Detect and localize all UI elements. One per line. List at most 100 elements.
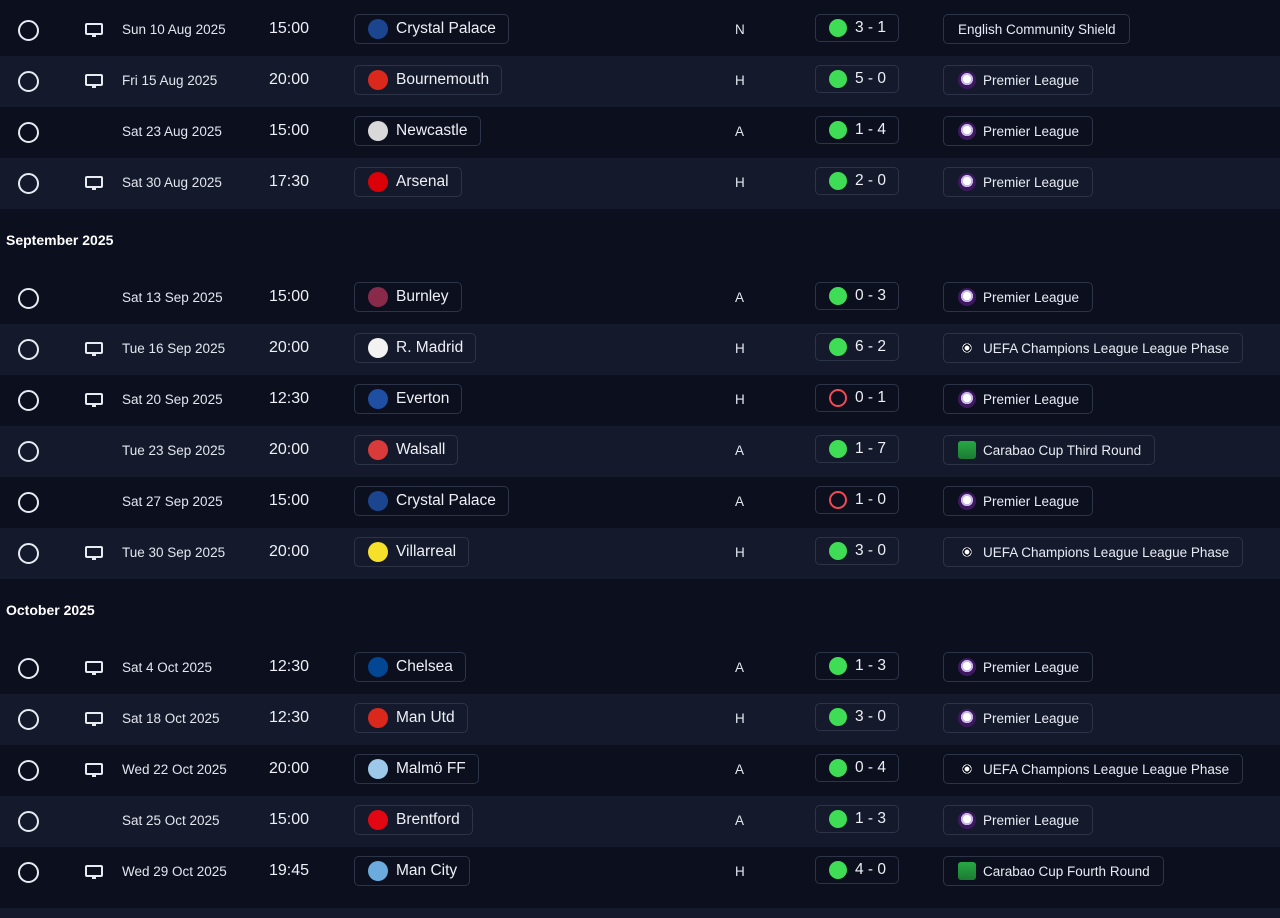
result-button[interactable]: 0 - 4 [815, 754, 899, 782]
win-indicator-icon [829, 440, 847, 458]
competition-button[interactable]: Premier League [943, 805, 1094, 835]
opponent-button[interactable]: Villarreal [354, 537, 470, 567]
result-button[interactable]: 3 - 1 [815, 14, 899, 42]
walsall-crest-icon [368, 440, 388, 460]
select-checkbox[interactable] [18, 658, 39, 679]
result-button[interactable]: 4 - 0 [815, 856, 899, 884]
select-checkbox[interactable] [18, 862, 39, 883]
opponent-name: Everton [396, 390, 450, 407]
score: 3 - 0 [855, 708, 887, 725]
man-city-crest-icon [368, 861, 388, 881]
competition-button[interactable]: Premier League [943, 116, 1094, 146]
result-button[interactable]: 0 - 3 [815, 282, 899, 310]
competition-button[interactable]: Premier League [943, 486, 1094, 516]
opponent-name: Arsenal [396, 173, 449, 190]
select-checkbox[interactable] [18, 492, 39, 513]
champions-league-icon [958, 543, 976, 561]
opponent-button[interactable]: R. Madrid [354, 333, 477, 363]
select-checkbox[interactable] [18, 339, 39, 360]
result-button[interactable]: 1 - 3 [815, 652, 899, 680]
competition-button[interactable]: Premier League [943, 652, 1094, 682]
kickoff-time: 20:00 [269, 71, 310, 88]
result-button[interactable]: 5 - 0 [815, 65, 899, 93]
competition-button[interactable]: UEFA Champions League League Phase [943, 333, 1244, 363]
result-button[interactable]: 1 - 4 [815, 116, 899, 144]
select-checkbox[interactable] [18, 760, 39, 781]
opponent-button[interactable]: Man City [354, 856, 471, 886]
select-checkbox[interactable] [18, 811, 39, 832]
venue: A [735, 494, 745, 509]
month-section-header: October 2025 [0, 579, 1280, 643]
competition-button[interactable]: Carabao Cup Fourth Round [943, 856, 1164, 886]
competition-button[interactable]: Premier League [943, 65, 1094, 95]
fixture-row[interactable]: Tue 23 Sep 2025 20:00 Walsall A 1 - 7 Carabao… [0, 426, 1280, 477]
score: 4 - 0 [855, 861, 887, 878]
opponent-button[interactable]: Malmö FF [354, 754, 479, 784]
competition-button[interactable]: Premier League [943, 282, 1094, 312]
fixture-row[interactable]: Fri 15 Aug 2025 20:00 Bournemouth H 5 - 0 Pre… [0, 56, 1280, 107]
result-button[interactable]: 6 - 2 [815, 333, 899, 361]
fixture-row[interactable]: Sat 18 Oct 2025 12:30 Man Utd H 3 - 0 Premier… [0, 694, 1280, 745]
win-indicator-icon [829, 861, 847, 879]
fixture-row[interactable]: Sat 30 Aug 2025 17:30 Arsenal H 2 - 0 Premier… [0, 158, 1280, 209]
opponent-name: Crystal Palace [396, 20, 496, 37]
select-checkbox[interactable] [18, 288, 39, 309]
competition-button[interactable]: Premier League [943, 384, 1094, 414]
result-button[interactable]: 1 - 3 [815, 805, 899, 833]
result-button[interactable]: 2 - 0 [815, 167, 899, 195]
fixture-row[interactable]: Sat 20 Sep 2025 12:30 Everton H 0 - 1 Premier… [0, 375, 1280, 426]
fixture-row[interactable]: Wed 22 Oct 2025 20:00 Malmö FF A 0 - 4 UEFA C… [0, 745, 1280, 796]
select-checkbox[interactable] [18, 20, 39, 41]
opponent-button[interactable]: Everton [354, 384, 463, 414]
fixture-row[interactable]: Sun 10 Aug 2025 15:00 Crystal Palace N 3 - 1… [0, 5, 1280, 56]
loss-indicator-icon [829, 491, 847, 509]
result-button[interactable]: 3 - 0 [815, 537, 899, 565]
select-checkbox[interactable] [18, 441, 39, 462]
opponent-button[interactable]: Walsall [354, 435, 459, 465]
select-checkbox[interactable] [18, 71, 39, 92]
opponent-button[interactable]: Man Utd [354, 703, 468, 733]
result-button[interactable]: 1 - 7 [815, 435, 899, 463]
fixture-row[interactable]: Sat 27 Sep 2025 15:00 Crystal Palace A 1 - 0… [0, 477, 1280, 528]
fixture-row[interactable]: Wed 29 Oct 2025 19:45 Man City H 4 - 0 Caraba… [0, 847, 1280, 898]
opponent-button[interactable]: Crystal Palace [354, 14, 509, 44]
opponent-button[interactable]: Brentford [354, 805, 473, 835]
competition-button[interactable]: English Community Shield [943, 14, 1130, 44]
fixture-row[interactable]: Tue 30 Sep 2025 20:00 Villarreal H 3 - 0 UEFA… [0, 528, 1280, 579]
opponent-button[interactable]: Chelsea [354, 652, 466, 682]
result-button[interactable]: 1 - 0 [815, 486, 899, 514]
competition-name: Premier League [983, 72, 1080, 88]
venue: H [735, 392, 745, 407]
opponent-button[interactable]: Newcastle [354, 116, 481, 146]
win-indicator-icon [829, 810, 847, 828]
select-checkbox[interactable] [18, 543, 39, 564]
competition-button[interactable]: Premier League [943, 703, 1094, 733]
select-checkbox[interactable] [18, 709, 39, 730]
select-checkbox[interactable] [18, 390, 39, 411]
loss-indicator-icon [829, 389, 847, 407]
opponent-name: Crystal Palace [396, 492, 496, 509]
fixture-row[interactable]: Sat 4 Oct 2025 12:30 Chelsea A 1 - 3 Premier … [0, 643, 1280, 694]
win-indicator-icon [829, 542, 847, 560]
villarreal-crest-icon [368, 542, 388, 562]
select-checkbox[interactable] [18, 173, 39, 194]
fixture-row[interactable]: Sat 23 Aug 2025 15:00 Newcastle A 1 - 4 Premi… [0, 107, 1280, 158]
competition-button[interactable]: UEFA Champions League League Phase [943, 537, 1244, 567]
competition-button[interactable]: UEFA Champions League League Phase [943, 754, 1244, 784]
opponent-button[interactable]: Burnley [354, 282, 462, 312]
opponent-button[interactable]: Bournemouth [354, 65, 503, 95]
score: 3 - 1 [855, 19, 887, 36]
fixture-row[interactable]: Sat 25 Oct 2025 15:00 Brentford A 1 - 3 Premi… [0, 796, 1280, 847]
fixture-row[interactable]: Tue 16 Sep 2025 20:00 R. Madrid H 6 - 2 UEFA … [0, 324, 1280, 375]
opponent-button[interactable]: Crystal Palace [354, 486, 509, 516]
opponent-name: Burnley [396, 288, 449, 305]
competition-name: Carabao Cup Fourth Round [983, 863, 1150, 879]
competition-name: Premier League [983, 289, 1080, 305]
result-button[interactable]: 3 - 0 [815, 703, 899, 731]
select-checkbox[interactable] [18, 122, 39, 143]
fixture-row[interactable]: Sat 13 Sep 2025 15:00 Burnley A 0 - 3 Premier… [0, 273, 1280, 324]
opponent-button[interactable]: Arsenal [354, 167, 462, 197]
result-button[interactable]: 0 - 1 [815, 384, 899, 412]
competition-button[interactable]: Premier League [943, 167, 1094, 197]
competition-button[interactable]: Carabao Cup Third Round [943, 435, 1156, 465]
